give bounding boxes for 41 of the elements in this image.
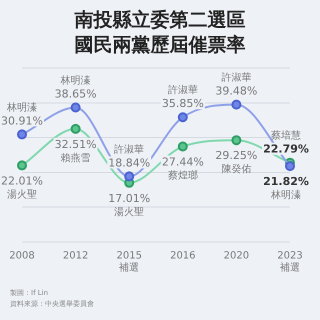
point <box>17 129 27 140</box>
point <box>178 142 188 152</box>
point <box>17 160 27 170</box>
annotation: 蔡煌瑯 <box>168 170 198 182</box>
data-label: 22.79% <box>263 142 309 156</box>
x-tick-label: 2008 <box>9 250 35 262</box>
point <box>231 135 242 146</box>
data-label: 22.01% <box>1 174 43 188</box>
x-tick-label: 2020 <box>224 250 250 262</box>
data-label: 32.51% <box>54 138 97 151</box>
chart-title: 南投縣立委第二選區國民兩黨歷屆催票率 <box>74 8 246 58</box>
annotation: 湯火聖 <box>114 206 144 218</box>
data-label: 29.25% <box>215 149 258 162</box>
annotation: 許淑華 <box>221 72 252 84</box>
data-label: 35.85% <box>162 97 204 110</box>
data-label: 17.01% <box>108 192 150 205</box>
point <box>70 124 81 134</box>
annotation: 林明溱 <box>60 74 91 86</box>
x-tick-label: 2023 補選 <box>277 250 303 274</box>
point <box>178 112 188 122</box>
point <box>231 100 242 110</box>
annotation: 許淑華 <box>114 143 144 156</box>
data-label: 27.44% <box>162 156 204 169</box>
annotation: 林明溱 <box>6 101 37 114</box>
data-label: 38.65% <box>54 88 97 100</box>
annotation: 許淑華 <box>168 84 198 96</box>
data-label: 30.91% <box>1 114 43 128</box>
annotation: 蔡培慧 <box>271 130 301 142</box>
point <box>285 161 295 172</box>
x-tick-label: 2012 <box>62 250 88 262</box>
data-label: 39.48% <box>215 84 258 98</box>
data-label: 21.82% <box>263 175 309 188</box>
x-tick-label: 2015 補選 <box>116 250 142 274</box>
point <box>70 102 81 112</box>
annotation: 湯火聖 <box>7 188 37 200</box>
annotation: 陳癸佑 <box>221 163 252 176</box>
annotation: 賴燕雪 <box>60 152 91 164</box>
x-tick-label: 2016 <box>170 250 196 262</box>
data-label: 18.84% <box>108 156 150 170</box>
annotation: 林明溱 <box>270 189 301 202</box>
point <box>124 171 134 182</box>
